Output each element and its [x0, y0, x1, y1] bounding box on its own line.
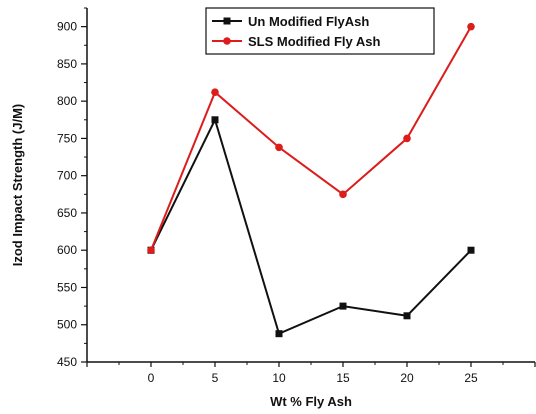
plot-frame — [86, 8, 535, 363]
data-point-circle — [147, 246, 155, 255]
data-point-square — [339, 302, 347, 310]
y-tick-label: 700 — [57, 169, 77, 183]
legend-marker-square — [223, 17, 231, 25]
series-line-2 — [150, 26, 472, 251]
x-tick-label: 20 — [400, 371, 414, 385]
data-point-square — [211, 116, 219, 124]
x-tick-label: 5 — [212, 371, 219, 385]
y-tick-label: 800 — [57, 94, 77, 108]
legend-box — [205, 7, 435, 55]
data-point-circle — [339, 190, 347, 199]
data-point-square — [467, 246, 475, 254]
y-tick-label: 750 — [57, 131, 77, 145]
x-axis-title: Wt % Fly Ash — [270, 394, 352, 409]
y-tick-label: 450 — [57, 355, 77, 369]
data-point-circle — [467, 22, 475, 31]
x-tick-label: 10 — [272, 371, 286, 385]
data-point-square — [275, 330, 283, 338]
legend-label-1: Un Modified FlyAsh — [248, 14, 369, 29]
y-tick-label: 850 — [57, 57, 77, 71]
series-layer — [147, 22, 475, 338]
y-tick-label: 650 — [57, 206, 77, 220]
data-point-circle — [211, 88, 219, 97]
data-point-square — [403, 312, 411, 320]
data-point-circle — [403, 134, 411, 143]
y-tick-label: 900 — [57, 20, 77, 34]
series-line-1 — [150, 117, 472, 336]
x-axis: 0 5 10 15 20 25 — [86, 362, 536, 385]
legend-label-2: SLS Modified Fly Ash — [248, 34, 380, 49]
legend-marker-circle — [223, 37, 231, 45]
y-tick-label: 550 — [57, 280, 77, 294]
x-tick-label: 25 — [464, 371, 478, 385]
data-point-circle — [275, 143, 283, 152]
y-tick-label: 500 — [57, 318, 77, 332]
y-axis: 450 500 550 600 650 700 750 800 850 900 — [57, 7, 87, 369]
y-axis-title: Izod Impact Strength (J/M) — [10, 104, 25, 267]
x-tick-label: 0 — [148, 371, 155, 385]
y-tick-label: 600 — [57, 243, 77, 257]
x-tick-label: 15 — [336, 371, 350, 385]
legend: Un Modified FlyAsh SLS Modified Fly Ash — [205, 7, 435, 55]
